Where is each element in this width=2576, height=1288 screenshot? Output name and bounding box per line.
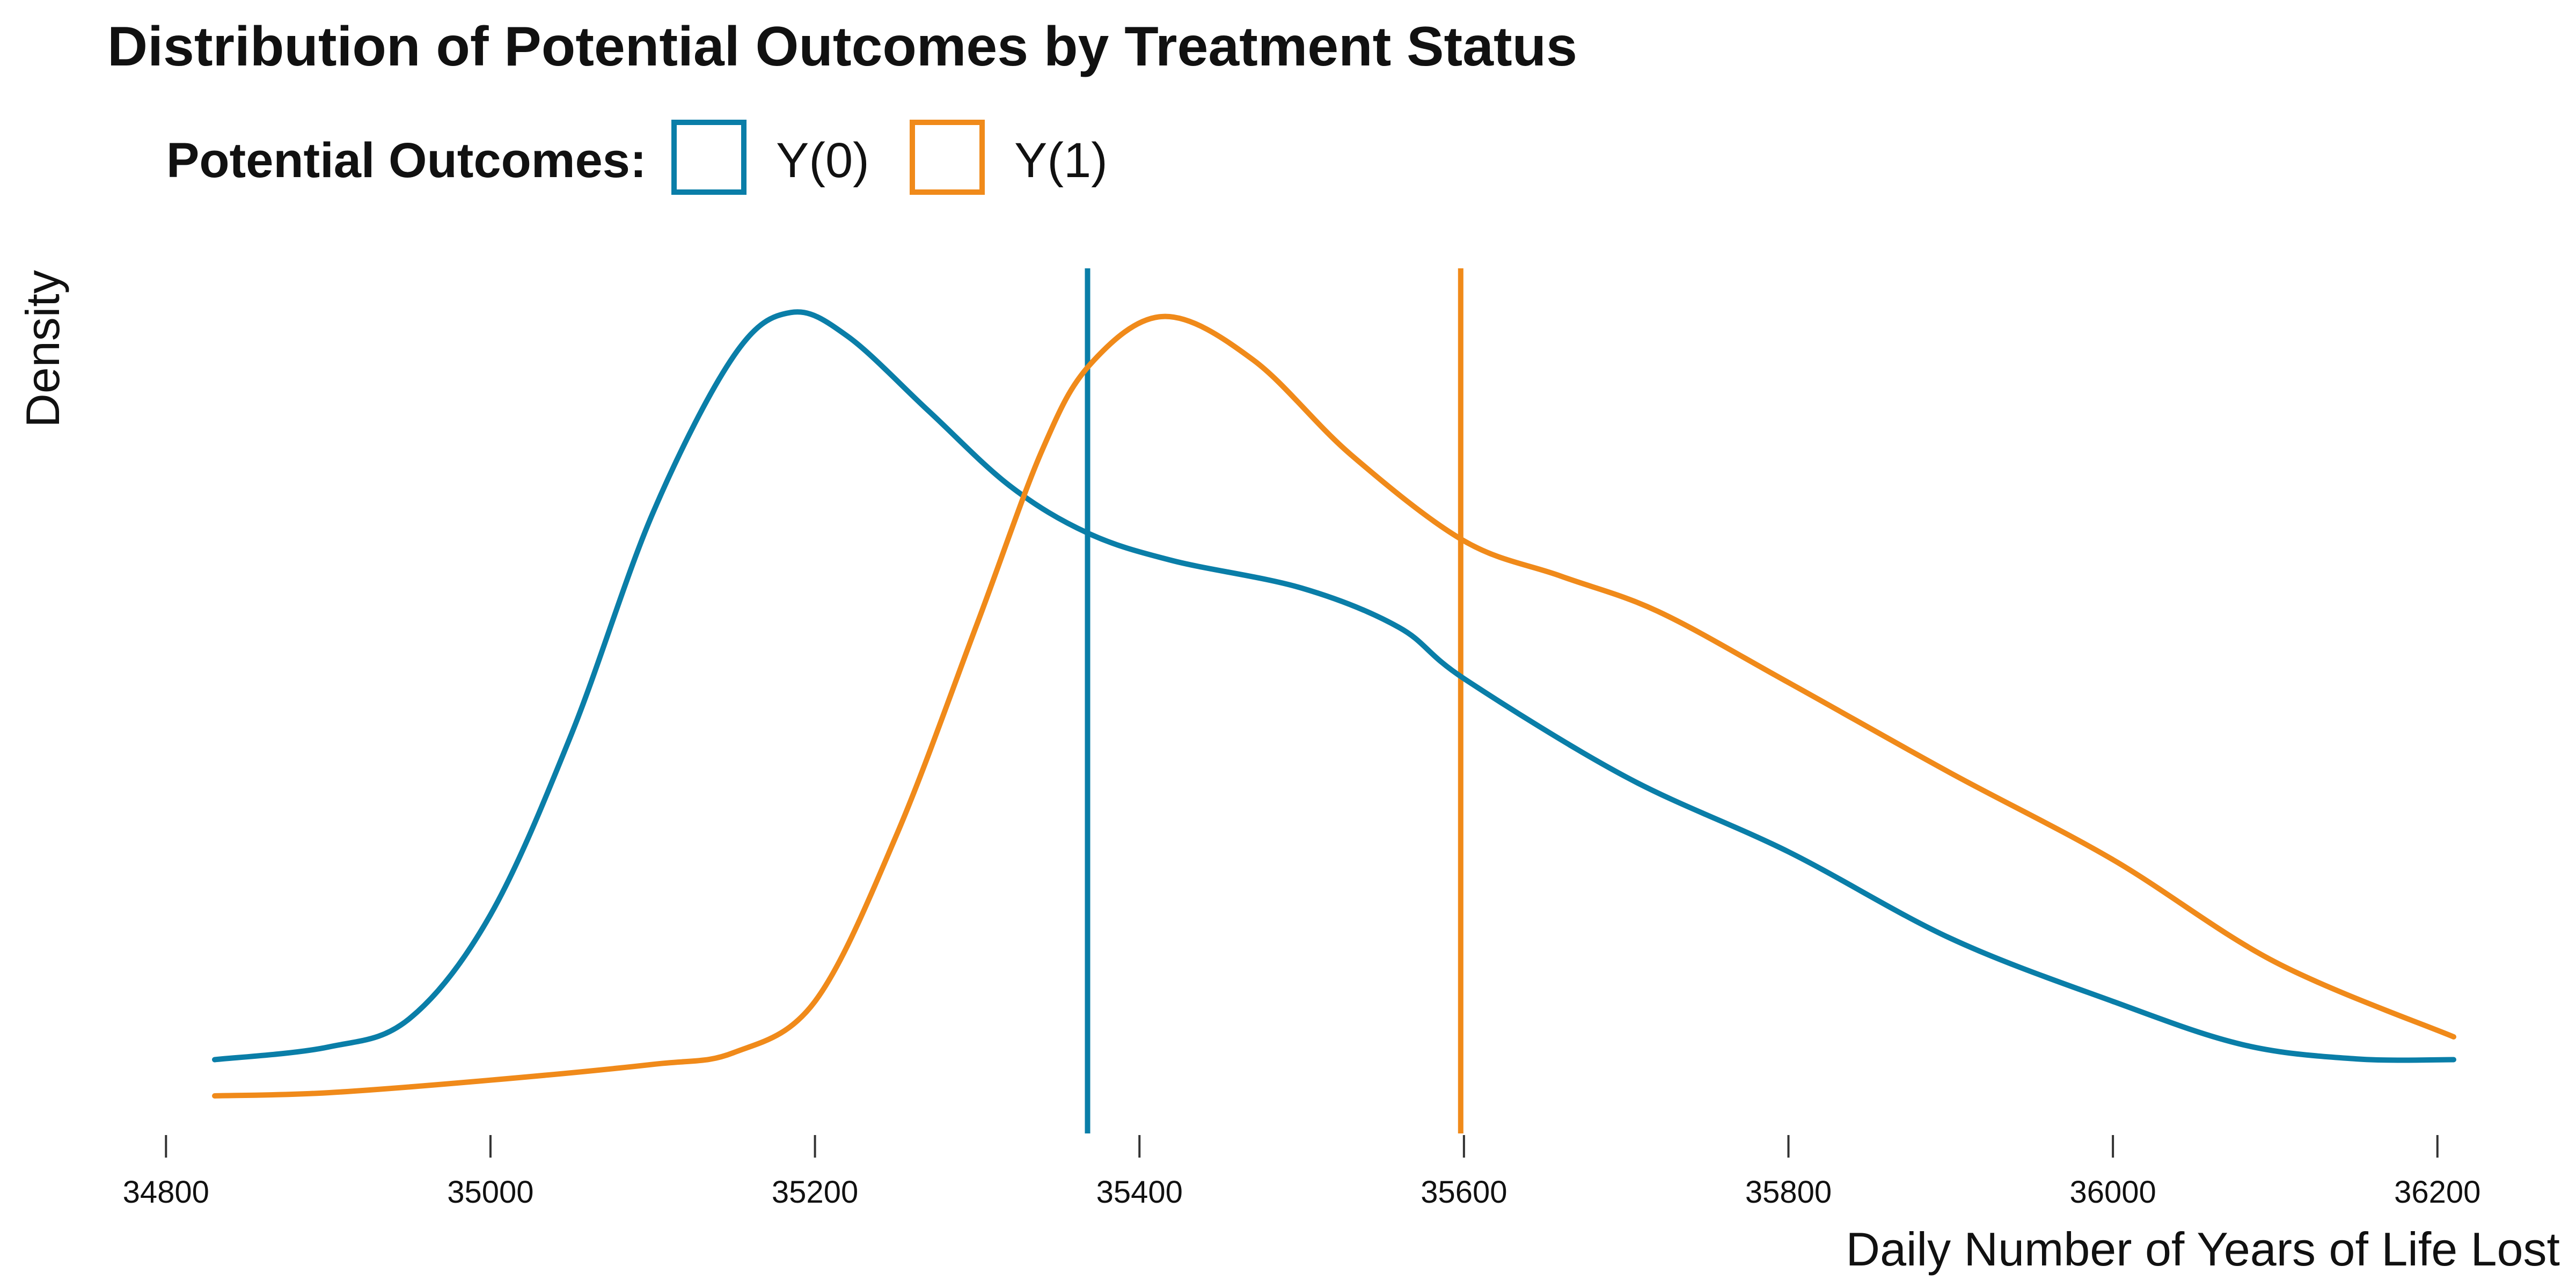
legend-items: Y(0) Y(1) bbox=[671, 120, 1108, 195]
y-axis-label: Density bbox=[16, 270, 69, 427]
x-tick-label-35400: 35400 bbox=[1096, 1175, 1183, 1210]
x-tick-label-35800: 35800 bbox=[1745, 1175, 1832, 1210]
density-curve-series-1 bbox=[212, 313, 2456, 1099]
density-curves bbox=[212, 309, 2456, 1099]
legend-swatch-series-0 bbox=[671, 120, 747, 195]
x-tick-label-36000: 36000 bbox=[2069, 1175, 2156, 1210]
mean-lines bbox=[1085, 268, 1463, 1133]
x-tick-label-36200: 36200 bbox=[2394, 1175, 2480, 1210]
legend-title: Potential Outcomes: bbox=[166, 133, 647, 188]
legend: Potential Outcomes: Y(0) Y(1) bbox=[166, 120, 1108, 195]
x-axis-label: Daily Number of Years of Life Lost bbox=[1846, 1223, 2560, 1276]
x-tick-label-35600: 35600 bbox=[1421, 1175, 1507, 1210]
legend-label-series-1: Y(1) bbox=[1014, 133, 1108, 188]
legend-label-series-0: Y(0) bbox=[776, 133, 869, 188]
x-tick-label-34800: 34800 bbox=[123, 1175, 209, 1210]
legend-swatch-series-1 bbox=[910, 120, 985, 195]
x-tick-label-35200: 35200 bbox=[772, 1175, 858, 1210]
x-axis: 34800 35000 35200 35400 35600 35800 36000 36200 bbox=[123, 1135, 2480, 1210]
x-tick-label-35000: 35000 bbox=[447, 1175, 533, 1210]
density-curve-series-0 bbox=[212, 309, 2456, 1063]
chart-title: Distribution of Potential Outcomes by Tr… bbox=[107, 16, 1577, 78]
